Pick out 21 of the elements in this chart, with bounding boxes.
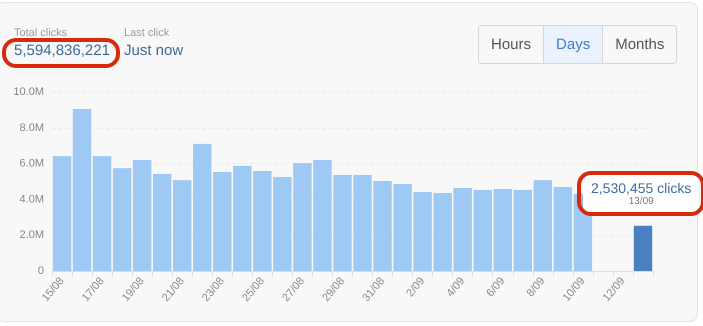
- bar: [353, 175, 372, 271]
- text: Just now: [124, 42, 184, 59]
- text: Days: [543, 26, 602, 63]
- text: Total clicks: [14, 27, 68, 39]
- y-tick-label: 0: [38, 265, 44, 277]
- text: Last click: [124, 27, 170, 39]
- bar: [52, 156, 72, 271]
- annotation: 2,530,455 clicks: [591, 180, 692, 196]
- text: 5,594,836,221: [14, 42, 110, 59]
- y-tick-label: 10.0M: [13, 86, 44, 98]
- y-tick-label: 4.0M: [20, 193, 44, 206]
- bar: [333, 175, 352, 271]
- bar: [634, 226, 652, 271]
- y-tick-label: 8.0M: [20, 122, 44, 134]
- y-tick-label: 6.0M: [20, 158, 44, 170]
- x-tick-label: 4/09: [444, 275, 468, 300]
- text: Hours: [479, 26, 544, 63]
- x-tick-label: 6/09: [484, 275, 508, 300]
- y-tick-label: 2.0M: [20, 229, 44, 242]
- text: Months: [602, 26, 676, 63]
- annotation: 13/09: [628, 196, 655, 207]
